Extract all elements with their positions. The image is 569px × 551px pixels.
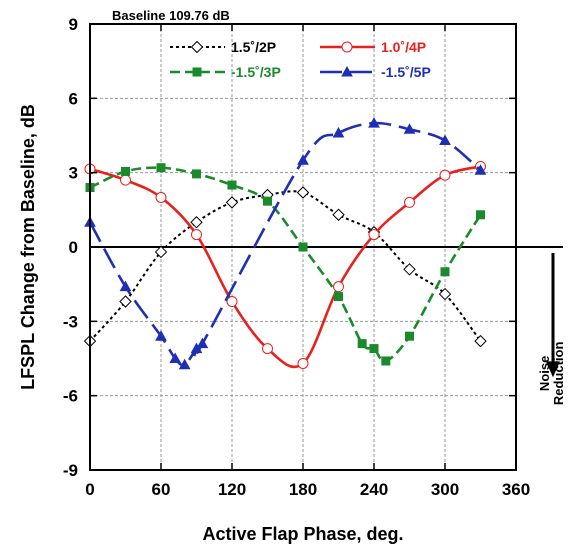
series-1-point-10 [439,169,451,181]
series-1-point-9 [404,196,415,208]
series-layer [83,117,487,370]
x-axis-title: Active Flap Phase, deg. [202,524,403,544]
series-2-point-13 [476,210,485,220]
series-line-2 [89,166,482,363]
series-1-point-6 [297,357,309,369]
series-2-point-1 [121,166,130,176]
series-2 [85,163,485,366]
series-2-point-5 [263,196,272,206]
series-1 [84,160,486,369]
legend-entry-3: -1.5˚/5P [320,64,431,80]
series-1-point-5 [262,343,273,355]
series-0 [83,186,487,348]
series-line-0 [89,190,482,342]
series-2-point-4 [227,180,237,190]
y-axis-title: LFSPL Change from Baseline, dB [18,104,38,390]
x-tick-label-2: 120 [218,480,246,499]
series-3-point-6 [196,337,209,349]
series-3-point-2 [155,330,167,341]
series-1-point-2 [155,191,167,203]
legend-marker-0 [190,40,204,54]
series-3-point-7 [297,154,309,165]
series-0-point-7 [332,208,345,221]
y-tick-label-4: 3 [69,164,78,183]
series-3-point-4 [178,358,191,370]
x-tick-label-6: 360 [502,480,530,499]
series-2-point-9 [369,344,379,354]
series-line-3 [88,121,482,367]
legend-entry-0: 1.5˚/2P [170,39,276,55]
series-0-point-3 [190,216,203,229]
series-3-point-10 [403,123,416,134]
series-3-point-1 [119,280,132,292]
series-0-point-1 [119,295,132,308]
series-2-point-3 [192,169,201,179]
series-0-point-10 [438,287,452,301]
series-1-point-8 [368,229,380,241]
noise-reduction-arrowhead [546,361,560,378]
series-3-point-3 [169,352,182,363]
series-0-point-2 [154,245,168,259]
series-2-point-8 [357,339,367,349]
y-tick-label-0: -9 [63,461,78,480]
noise-label: Noise [537,356,552,391]
legend-label-2: -1.5˚/3P [231,64,281,80]
series-1-point-1 [120,174,131,186]
x-tick-label-3: 180 [289,480,317,499]
x-tick-label-5: 300 [431,480,459,499]
series-0-point-4 [225,196,239,209]
series-0-point-6 [296,186,310,199]
series-2-point-10 [381,356,391,366]
y-tick-label-5: 6 [69,89,78,108]
series-3-point-9 [368,117,380,128]
series-1-point-4 [226,296,238,308]
legend-label-3: -1.5˚/5P [381,64,431,80]
legend-entry-2: -1.5˚/3P [170,64,281,80]
legend: 1.5˚/2P -1.5˚/3P 1.0˚/4P -1.5˚/5P [170,39,431,80]
series-0-point-9 [403,263,416,276]
y-tick-label-1: -6 [63,387,78,406]
legend-entry-1: 1.0˚/4P [320,39,426,55]
y-tick-label-3: 0 [69,238,78,257]
series-2-point-12 [440,267,450,277]
series-2-point-7 [334,292,343,302]
x-tick-label-1: 60 [152,480,171,499]
x-tick-label-0: 0 [85,480,94,499]
series-1-point-7 [333,281,344,293]
baseline-annotation: Baseline 109.76 dB [112,8,230,23]
legend-label-1: 1.0˚/4P [381,39,426,55]
series-1-point-3 [191,229,202,241]
noise-reduction-annotation: Noise Reduction [537,253,566,405]
series-2-point-11 [405,331,414,341]
x-tick-label-4: 240 [360,480,388,499]
series-3-point-11 [439,134,451,145]
reduction-label: Reduction [551,342,566,406]
series-line-1 [89,165,481,369]
legend-marker-2 [192,67,202,77]
legend-marker-1 [341,41,353,53]
series-3-point-12 [474,164,487,175]
series-0-point-11 [474,334,487,348]
series-2-point-6 [298,242,308,252]
y-tick-label-2: -3 [63,312,78,331]
series-3-point-8 [332,126,345,138]
tick-layer: 0 60 120 180 240 300 360 -9 -6 -3 0 3 6 9 [63,15,530,499]
legend-label-0: 1.5˚/2P [231,39,276,55]
series-3 [84,117,487,370]
legend-marker-3 [341,65,353,77]
series-2-point-2 [156,163,166,173]
y-tick-label-6: 9 [69,15,78,34]
